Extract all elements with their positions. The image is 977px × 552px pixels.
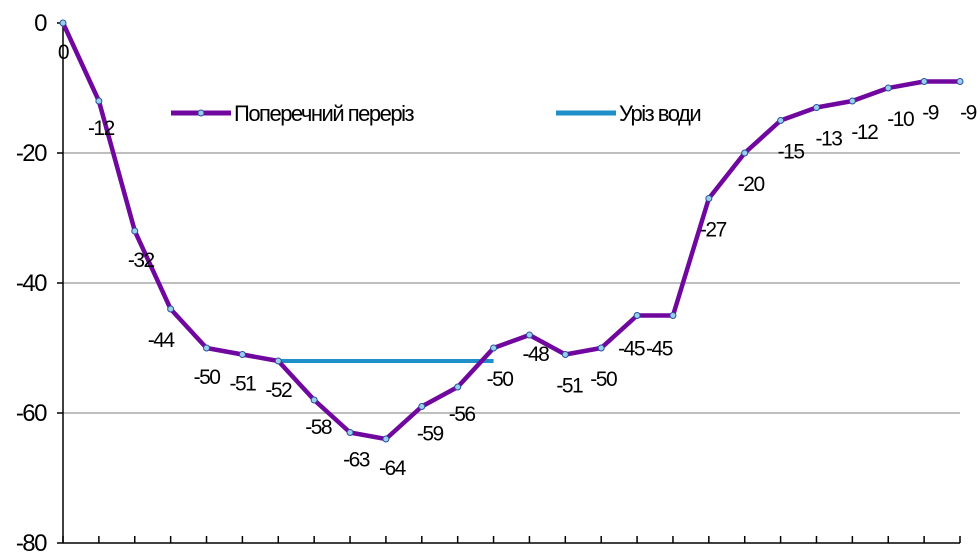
y-tick-labels: 0 -20 -40 -60 -80 bbox=[16, 10, 49, 552]
data-point bbox=[633, 312, 641, 319]
data-point bbox=[238, 351, 246, 358]
data-point bbox=[848, 97, 856, 105]
data-point bbox=[95, 97, 103, 105]
data-point bbox=[310, 396, 318, 404]
data-point bbox=[956, 78, 964, 85]
y-tick-label: -80 bbox=[16, 530, 47, 552]
data-label: -56 bbox=[449, 403, 476, 426]
axes bbox=[57, 22, 961, 544]
data-label: -44 bbox=[148, 329, 176, 352]
data-label: -51 bbox=[229, 373, 256, 396]
data-label: -45 bbox=[646, 338, 673, 361]
data-point bbox=[382, 435, 390, 443]
data-point bbox=[597, 344, 605, 352]
data-point bbox=[884, 84, 892, 92]
data-label: -63 bbox=[343, 449, 370, 472]
data-label: -58 bbox=[305, 416, 332, 439]
data-label: -48 bbox=[523, 343, 550, 366]
data-label: -9 bbox=[960, 102, 976, 125]
data-point bbox=[669, 312, 677, 319]
series-layer bbox=[59, 19, 964, 443]
data-point bbox=[741, 149, 749, 157]
data-label: -9 bbox=[922, 102, 938, 125]
data-point bbox=[705, 195, 713, 202]
data-label: -12 bbox=[851, 121, 878, 144]
data-label: -52 bbox=[265, 379, 292, 402]
legend-label-cross-section: Поперечний переріз bbox=[234, 101, 414, 126]
data-label: -10 bbox=[887, 108, 914, 131]
data-point bbox=[525, 331, 533, 339]
data-label: -20 bbox=[738, 173, 765, 196]
data-label: -27 bbox=[700, 219, 727, 242]
data-labels: 0 -12 -32 -44 -50 -51 -52 -58 -63 -64 -59-56 -50 -48… bbox=[58, 41, 977, 480]
y-tick-label: -60 bbox=[16, 400, 47, 427]
data-point bbox=[131, 227, 139, 235]
data-label: -50 bbox=[487, 368, 514, 391]
data-label: -45 bbox=[618, 338, 645, 361]
data-label: -64 bbox=[379, 457, 407, 480]
data-point bbox=[490, 344, 498, 352]
legend-marker-cross-section bbox=[197, 109, 205, 117]
data-point bbox=[561, 351, 569, 358]
data-point bbox=[777, 117, 785, 124]
data-label: -50 bbox=[590, 368, 617, 391]
data-point bbox=[203, 344, 211, 352]
gridlines bbox=[63, 152, 960, 414]
data-label: -13 bbox=[816, 128, 843, 151]
data-label: -32 bbox=[128, 249, 155, 272]
data-point bbox=[274, 357, 282, 365]
y-tick-label: -40 bbox=[16, 270, 47, 297]
cross-section-line bbox=[60, 22, 960, 442]
data-point bbox=[418, 403, 426, 410]
legend: Поперечний переріз Уріз води bbox=[171, 101, 702, 126]
data-point bbox=[59, 19, 67, 27]
data-label: -59 bbox=[417, 423, 444, 446]
data-label: -12 bbox=[88, 117, 115, 140]
data-label: 0 bbox=[58, 41, 69, 64]
y-tick-label: 0 bbox=[34, 10, 47, 37]
data-point bbox=[812, 104, 820, 111]
data-point bbox=[167, 305, 175, 313]
y-tick-label: -20 bbox=[16, 140, 47, 167]
data-label: -50 bbox=[194, 366, 221, 389]
data-label: -15 bbox=[778, 141, 805, 164]
data-label: -51 bbox=[556, 375, 583, 398]
data-point bbox=[454, 383, 462, 391]
legend-label-water-level: Уріз води bbox=[619, 101, 700, 126]
data-point bbox=[920, 78, 928, 85]
data-point bbox=[346, 429, 354, 436]
